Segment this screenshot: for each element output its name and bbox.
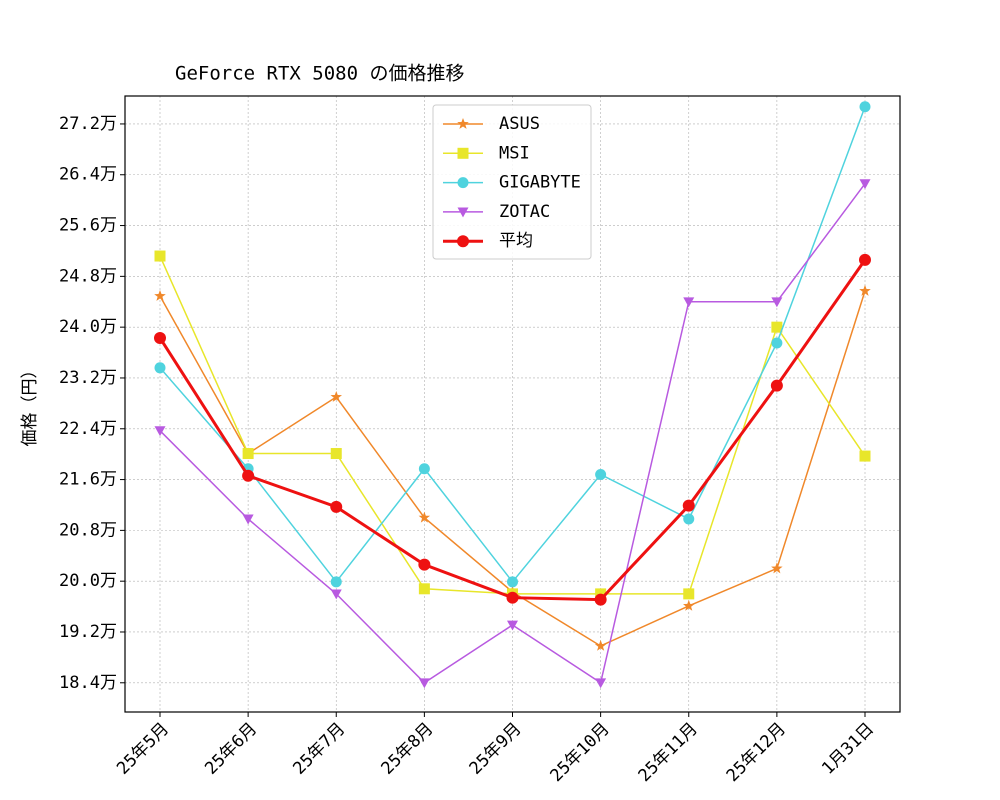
- legend-label: MSI: [499, 143, 530, 163]
- y-tick-label: 18.4万: [59, 673, 117, 693]
- marker: [154, 250, 166, 262]
- y-tick-label: 26.4万: [59, 165, 117, 185]
- marker: [771, 337, 783, 349]
- marker: [457, 118, 469, 129]
- marker: [457, 147, 469, 159]
- marker: [330, 576, 342, 588]
- marker: [507, 620, 518, 631]
- marker: [770, 379, 783, 392]
- marker: [242, 514, 254, 525]
- legend-label: ASUS: [499, 114, 540, 134]
- marker: [418, 678, 430, 689]
- marker: [859, 450, 871, 462]
- y-axis-label: 価格（円）: [20, 362, 40, 447]
- x-tick-label: 25年5月: [113, 719, 173, 779]
- marker: [154, 362, 166, 374]
- y-tick-label: 25.6万: [59, 216, 117, 236]
- marker: [859, 253, 871, 266]
- y-tick-label: 27.2万: [59, 114, 117, 134]
- marker: [418, 583, 430, 595]
- marker: [154, 426, 166, 437]
- marker: [771, 321, 783, 333]
- x-tick-label: 25年11月: [635, 719, 702, 786]
- y-tick-label: 20.0万: [59, 571, 117, 591]
- marker: [242, 448, 254, 460]
- marker: [859, 179, 871, 190]
- marker: [683, 588, 695, 600]
- y-tick-label: 24.0万: [59, 317, 117, 337]
- plot-frame: [124, 95, 901, 713]
- marker: [594, 593, 607, 606]
- x-tick-label: 25年9月: [466, 719, 526, 779]
- y-tick-label: 22.4万: [59, 419, 117, 439]
- marker: [507, 576, 518, 588]
- marker: [330, 448, 342, 460]
- marker: [683, 599, 695, 611]
- marker: [683, 297, 695, 308]
- x-tick-label: 25年8月: [378, 719, 438, 779]
- marker: [330, 589, 342, 600]
- legend-label: ZOTAC: [499, 202, 550, 222]
- marker: [418, 463, 430, 475]
- marker: [859, 101, 871, 113]
- marker: [595, 468, 607, 480]
- x-tick-label: 25年12月: [723, 719, 790, 786]
- marker: [859, 284, 871, 296]
- marker: [594, 639, 607, 651]
- x-tick-label: 25年10月: [547, 719, 614, 786]
- marker: [154, 290, 166, 301]
- x-tick-label: 25年7月: [289, 719, 349, 779]
- marker: [506, 591, 519, 604]
- marker: [330, 391, 342, 402]
- marker: [457, 177, 469, 189]
- chart-title: GeForce RTX 5080 の価格推移: [175, 63, 464, 85]
- marker: [330, 500, 343, 513]
- y-tick-label: 20.8万: [59, 520, 117, 540]
- marker: [683, 513, 695, 525]
- legend-label: GIGABYTE: [499, 173, 581, 193]
- x-tick-label: 1月31日: [818, 719, 878, 779]
- legend-label: 平均: [499, 231, 533, 251]
- marker: [418, 558, 431, 571]
- marker: [771, 562, 783, 574]
- marker: [457, 207, 469, 218]
- marker: [418, 511, 431, 523]
- marker: [242, 469, 255, 482]
- marker: [682, 499, 695, 512]
- y-tick-label: 23.2万: [59, 368, 117, 388]
- legend-frame: [432, 104, 592, 260]
- marker: [771, 297, 783, 308]
- marker: [457, 235, 469, 248]
- marker: [154, 331, 166, 344]
- y-tick-label: 24.8万: [59, 266, 117, 286]
- x-tick-label: 25年6月: [201, 719, 261, 779]
- y-tick-label: 21.6万: [59, 470, 117, 490]
- y-tick-label: 19.2万: [59, 622, 117, 642]
- marker: [595, 678, 607, 689]
